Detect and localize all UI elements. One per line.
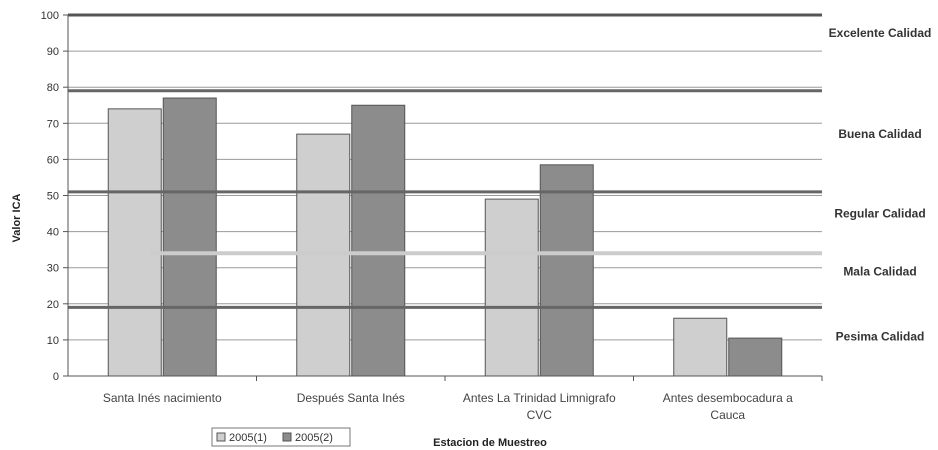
legend-swatch (282, 432, 292, 442)
legend-box (211, 427, 351, 447)
category-label: CVC (527, 408, 553, 422)
y-tick-label: 20 (47, 299, 59, 311)
y-tick-label: 10 (47, 335, 59, 347)
bar-2005(2)-1 (351, 104, 406, 377)
quality-band-label: Mala Calidad (843, 264, 916, 278)
axes (63, 14, 823, 381)
y-tick-label: 90 (47, 46, 59, 58)
category-label: Antes desembocadura a (663, 391, 793, 405)
bar-2005(1)-3 (673, 317, 728, 377)
quality-band-label: Excelente Calidad (829, 26, 932, 40)
y-tick-label: 50 (47, 191, 59, 203)
bar-2005(2)-3 (728, 337, 783, 377)
category-labels: Santa Inés nacimiento Después Santa Inés A… (103, 391, 793, 422)
legend-swatch (216, 432, 226, 442)
quality-band-labels: Excelente Calidad Buena Calidad Regular Ca… (829, 26, 932, 343)
bar-2005(2)-2 (539, 164, 594, 377)
y-tick-label: 70 (47, 118, 59, 130)
legend-label: 2005(2) (295, 432, 333, 444)
y-tick-labels: 0 10 20 30 40 50 60 70 80 90 100 (41, 10, 59, 383)
bar-2005(1)-0 (107, 108, 162, 377)
bars (107, 97, 783, 377)
y-tick-label: 100 (41, 10, 59, 22)
quality-band-label: Buena Calidad (838, 127, 921, 141)
legend: 2005(1) 2005(2) (211, 427, 351, 447)
quality-thresholds (68, 13, 822, 309)
y-axis-title: Valor ICA (11, 193, 23, 242)
y-tick-label: 60 (47, 154, 59, 166)
bar-2005(1)-2 (484, 198, 539, 377)
y-tick-label: 0 (53, 371, 59, 383)
quality-band-label: Pesima Calidad (836, 329, 925, 343)
category-label: Santa Inés nacimiento (103, 391, 222, 405)
category-label: Antes La Trinidad Limnigrafo (463, 391, 616, 405)
category-label: Después Santa Inés (297, 391, 405, 405)
y-tick-label: 40 (47, 227, 59, 239)
y-tick-label: 30 (47, 263, 59, 275)
bar-2005(2)-0 (162, 97, 217, 377)
x-axis-title: Estacion de Muestreo (433, 437, 547, 449)
legend-label: 2005(1) (229, 432, 267, 444)
y-tick-label: 80 (47, 82, 59, 94)
quality-band-label: Regular Calidad (834, 207, 925, 221)
category-label: Cauca (710, 408, 745, 422)
